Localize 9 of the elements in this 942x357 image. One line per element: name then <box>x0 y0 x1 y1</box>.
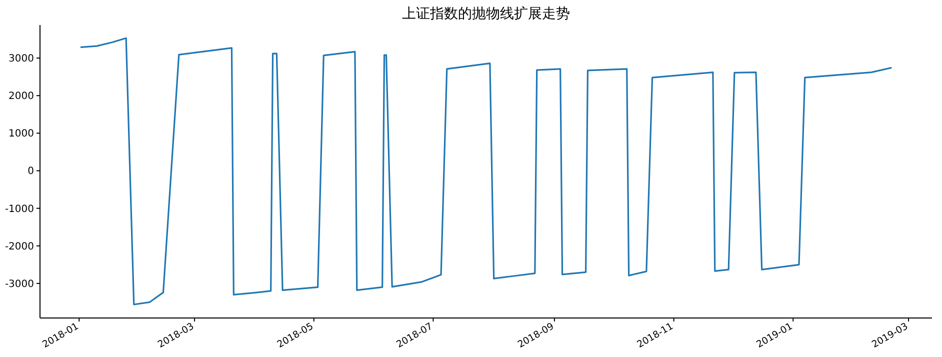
line-series <box>80 37 892 306</box>
y-tick-label: 1000 <box>8 128 34 140</box>
chart-title: 上证指数的抛物线扩展走势 <box>402 6 570 22</box>
y-tick-label: 3000 <box>8 54 34 65</box>
y-tick-label: 0 <box>28 166 34 178</box>
y-tick-label: -3000 <box>4 278 34 290</box>
y-tick-label: -1000 <box>4 204 34 215</box>
y-tick-label: 2000 <box>8 91 34 102</box>
y-tick-label: -2000 <box>4 241 34 252</box>
